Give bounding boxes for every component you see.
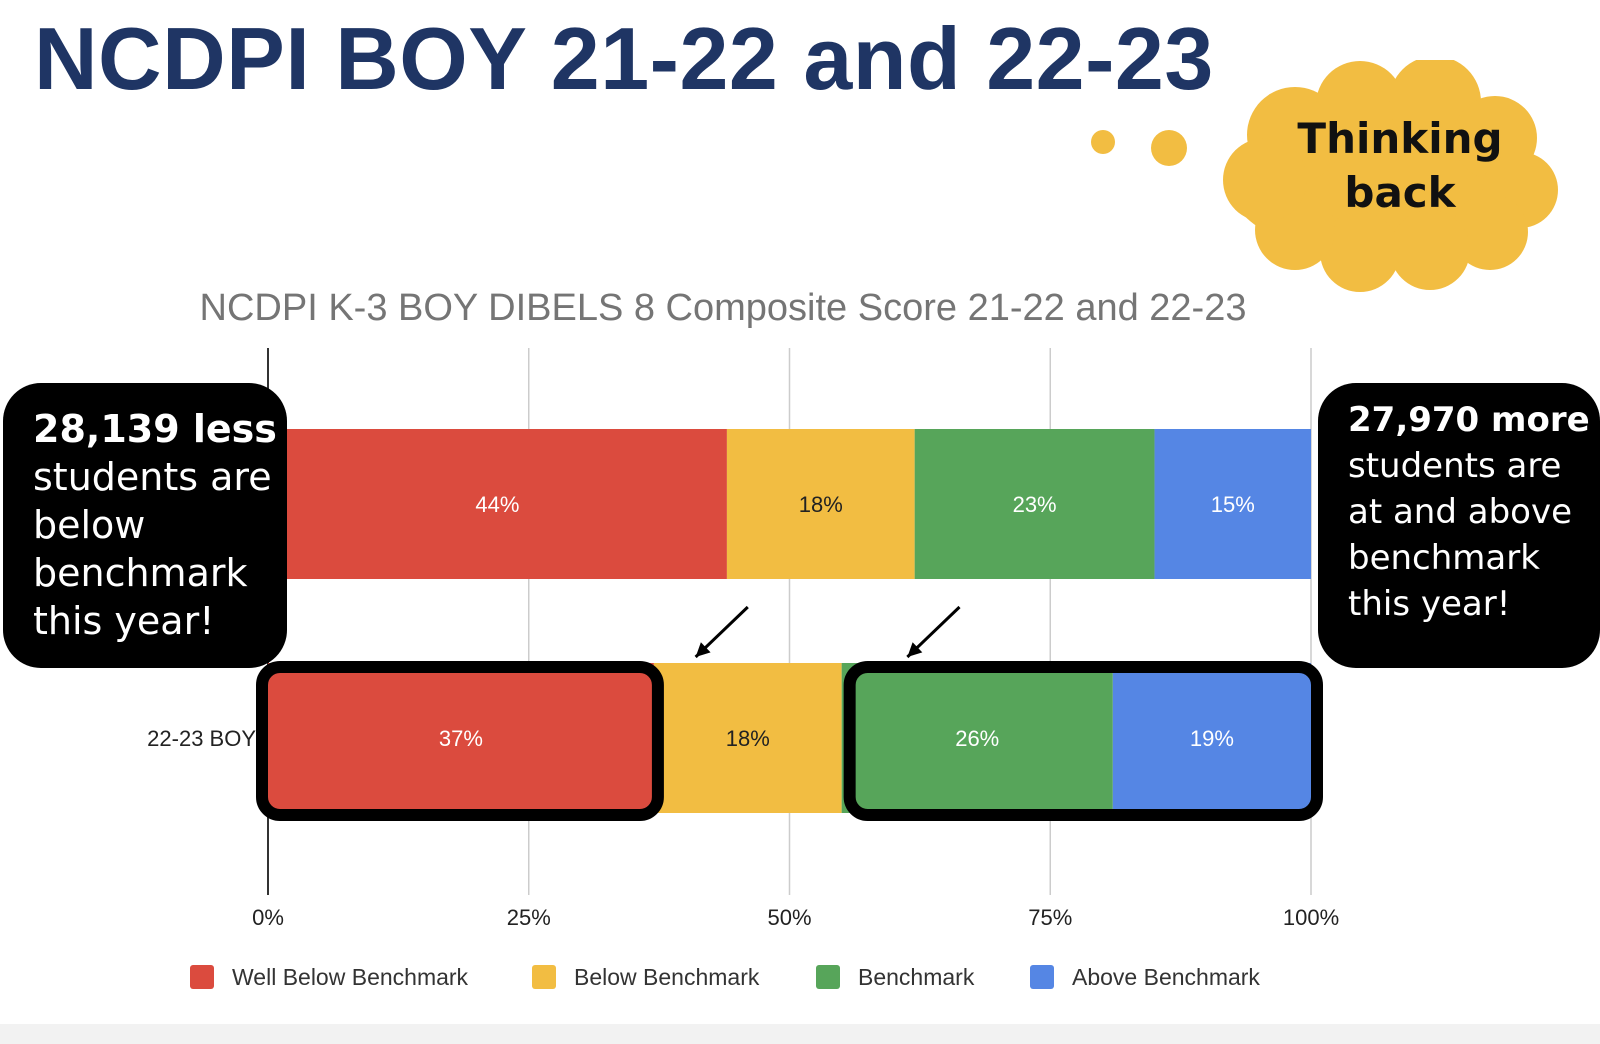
callout-left-headline: 28,139 less (33, 407, 277, 451)
arrow-head (695, 642, 711, 657)
legend: Well Below Benchmark Below Benchmark Bench… (190, 964, 1260, 990)
callout-left-text: students are below benchmark this year! (33, 455, 272, 643)
thought-bubble (1091, 60, 1558, 292)
thought-cloud (1223, 60, 1558, 292)
bar-segment (726, 429, 915, 579)
footer-strip (0, 1024, 1600, 1044)
bar-segment (914, 429, 1155, 579)
arrow-head (907, 642, 923, 657)
legend-swatch (532, 965, 556, 989)
data-label: 19% (1190, 726, 1234, 751)
data-label: 18% (799, 492, 843, 517)
data-label: 26% (955, 726, 999, 751)
legend-label: Below Benchmark (574, 964, 760, 990)
x-tick-label: 75% (1028, 905, 1072, 930)
highlight-boxes (256, 661, 1324, 821)
legend-swatch (1030, 965, 1054, 989)
legend-label: Well Below Benchmark (232, 964, 469, 990)
legend-swatch (816, 965, 840, 989)
thought-bubble-dots (1091, 130, 1187, 166)
bar-segment (1154, 429, 1311, 579)
bar-segment (268, 429, 727, 579)
callout-right-headline: 27,970 more (1348, 400, 1590, 440)
highlight-box-well-below (256, 661, 664, 821)
category-label: 22-23 BOY (147, 726, 256, 751)
data-label: 23% (1013, 492, 1057, 517)
bar-segment (268, 663, 654, 813)
bar-segment (653, 663, 842, 813)
data-label: 18% (726, 726, 770, 751)
callout-less-below-benchmark: 28,139 less students are below benchmark… (3, 383, 287, 668)
category-labels: 22-23 BOY (147, 726, 256, 751)
legend-label: Benchmark (858, 964, 975, 990)
callout-right-text: students are at and above benchmark this… (1348, 446, 1573, 624)
annotation-arrows (694, 605, 961, 659)
bar-segment (841, 663, 1113, 813)
callout-more-at-above-benchmark: 27,970 more students are at and above be… (1318, 383, 1600, 668)
legend-label: Above Benchmark (1072, 964, 1260, 990)
legend-swatch (190, 965, 214, 989)
x-tick-label: 100% (1283, 905, 1339, 930)
data-label: 37% (439, 726, 483, 751)
highlight-box-at-above (843, 661, 1324, 821)
bar-segment (1112, 663, 1311, 813)
x-axis-ticks: 0% 25% 50% 75% 100% (252, 905, 1339, 930)
slide-title: NCDPI BOY 21-22 and 22-23 (34, 9, 1214, 108)
x-tick-label: 50% (767, 905, 811, 930)
x-tick-label: 25% (507, 905, 551, 930)
x-tick-label: 0% (252, 905, 284, 930)
data-label: 15% (1211, 492, 1255, 517)
bars: 44% 18% 23% 15% 37% 18% 26% 19% (268, 429, 1311, 813)
chart-title: NCDPI K-3 BOY DIBELS 8 Composite Score 2… (200, 287, 1247, 329)
thought-bubble-text: Thinking back (1297, 114, 1503, 217)
data-label: 44% (475, 492, 519, 517)
